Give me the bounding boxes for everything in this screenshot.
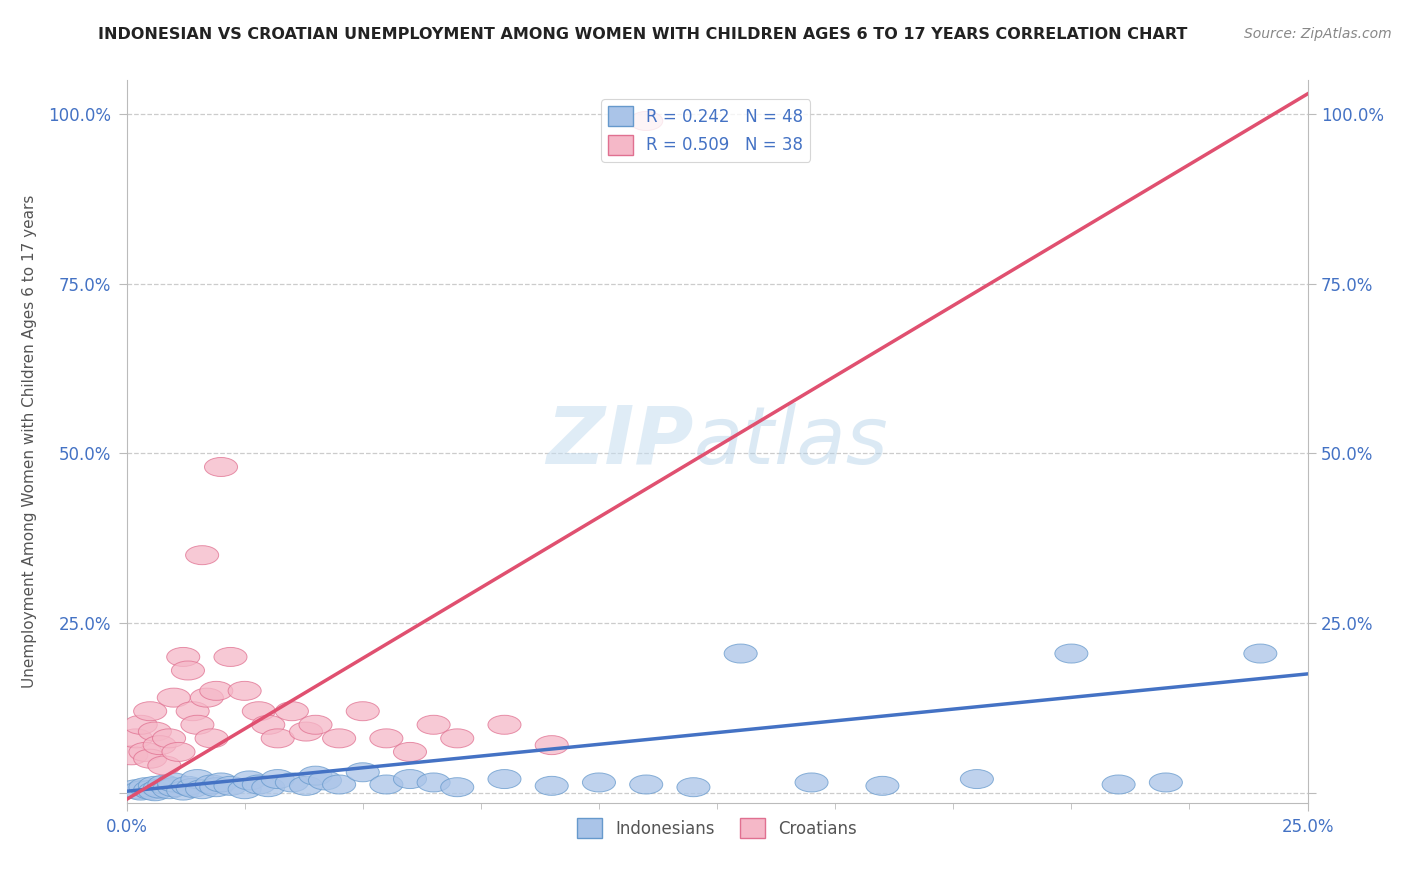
Ellipse shape — [276, 773, 308, 792]
Ellipse shape — [676, 778, 710, 797]
Ellipse shape — [214, 648, 247, 666]
Ellipse shape — [488, 715, 522, 734]
Ellipse shape — [181, 715, 214, 734]
Ellipse shape — [186, 546, 219, 565]
Ellipse shape — [172, 776, 204, 796]
Ellipse shape — [134, 780, 167, 799]
Text: Source: ZipAtlas.com: Source: ZipAtlas.com — [1244, 27, 1392, 41]
Ellipse shape — [724, 644, 758, 663]
Ellipse shape — [167, 648, 200, 666]
Ellipse shape — [262, 770, 294, 789]
Ellipse shape — [129, 778, 162, 797]
Ellipse shape — [346, 763, 380, 781]
Ellipse shape — [172, 661, 204, 680]
Y-axis label: Unemployment Among Women with Children Ages 6 to 17 years: Unemployment Among Women with Children A… — [22, 194, 37, 689]
Ellipse shape — [195, 729, 228, 747]
Ellipse shape — [138, 722, 172, 741]
Ellipse shape — [370, 729, 404, 747]
Ellipse shape — [157, 688, 190, 707]
Ellipse shape — [124, 715, 157, 734]
Ellipse shape — [152, 780, 186, 798]
Ellipse shape — [299, 766, 332, 785]
Ellipse shape — [176, 779, 209, 797]
Ellipse shape — [1149, 773, 1182, 792]
Text: INDONESIAN VS CROATIAN UNEMPLOYMENT AMONG WOMEN WITH CHILDREN AGES 6 TO 17 YEARS: INDONESIAN VS CROATIAN UNEMPLOYMENT AMON… — [98, 27, 1188, 42]
Ellipse shape — [214, 776, 247, 796]
Text: atlas: atlas — [693, 402, 889, 481]
Ellipse shape — [582, 773, 616, 792]
Ellipse shape — [204, 773, 238, 792]
Ellipse shape — [276, 702, 308, 721]
Ellipse shape — [204, 458, 238, 476]
Ellipse shape — [418, 715, 450, 734]
Ellipse shape — [370, 775, 404, 794]
Text: ZIP: ZIP — [546, 402, 693, 481]
Ellipse shape — [418, 773, 450, 792]
Ellipse shape — [1054, 644, 1088, 663]
Ellipse shape — [181, 770, 214, 789]
Ellipse shape — [167, 781, 200, 800]
Ellipse shape — [299, 715, 332, 734]
Ellipse shape — [536, 736, 568, 755]
Ellipse shape — [162, 742, 195, 762]
Ellipse shape — [200, 681, 233, 700]
Ellipse shape — [394, 742, 426, 762]
Ellipse shape — [186, 780, 219, 798]
Ellipse shape — [308, 771, 342, 790]
Ellipse shape — [233, 771, 266, 790]
Ellipse shape — [630, 112, 662, 130]
Ellipse shape — [190, 688, 224, 707]
Ellipse shape — [440, 729, 474, 747]
Legend: Indonesians, Croatians: Indonesians, Croatians — [571, 812, 863, 845]
Ellipse shape — [866, 776, 898, 796]
Ellipse shape — [120, 780, 152, 798]
Ellipse shape — [440, 778, 474, 797]
Ellipse shape — [322, 729, 356, 747]
Ellipse shape — [148, 775, 181, 794]
Ellipse shape — [630, 775, 662, 794]
Ellipse shape — [1102, 775, 1135, 794]
Ellipse shape — [143, 736, 176, 755]
Ellipse shape — [138, 776, 172, 796]
Ellipse shape — [157, 773, 190, 792]
Ellipse shape — [134, 702, 167, 721]
Ellipse shape — [252, 778, 285, 797]
Ellipse shape — [120, 729, 152, 747]
Ellipse shape — [322, 775, 356, 794]
Ellipse shape — [148, 756, 181, 775]
Ellipse shape — [1244, 644, 1277, 663]
Ellipse shape — [242, 775, 276, 794]
Ellipse shape — [346, 702, 380, 721]
Ellipse shape — [143, 779, 176, 798]
Ellipse shape — [134, 749, 167, 768]
Ellipse shape — [152, 729, 186, 747]
Ellipse shape — [488, 770, 522, 789]
Ellipse shape — [242, 702, 276, 721]
Ellipse shape — [138, 781, 172, 801]
Ellipse shape — [290, 776, 322, 796]
Ellipse shape — [252, 715, 285, 734]
Ellipse shape — [200, 778, 233, 797]
Ellipse shape — [228, 780, 262, 798]
Ellipse shape — [157, 778, 190, 797]
Ellipse shape — [960, 770, 994, 789]
Ellipse shape — [262, 729, 294, 747]
Ellipse shape — [115, 746, 148, 764]
Ellipse shape — [176, 702, 209, 721]
Ellipse shape — [124, 781, 157, 800]
Ellipse shape — [228, 681, 262, 700]
Ellipse shape — [394, 770, 426, 789]
Ellipse shape — [794, 773, 828, 792]
Ellipse shape — [195, 775, 228, 794]
Ellipse shape — [129, 742, 162, 762]
Ellipse shape — [536, 776, 568, 796]
Ellipse shape — [290, 722, 322, 741]
